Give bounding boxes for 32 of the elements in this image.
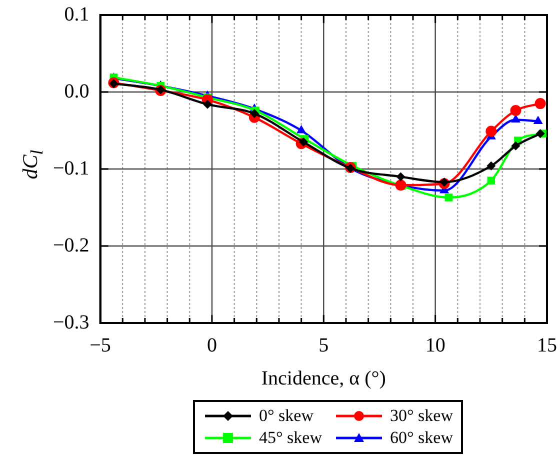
x-tick-label: 0 bbox=[206, 334, 217, 356]
point bbox=[299, 138, 308, 147]
point bbox=[487, 176, 496, 184]
x-tick-label: −5 bbox=[90, 334, 111, 356]
point bbox=[440, 178, 449, 187]
point bbox=[536, 129, 545, 138]
legend-label: 30° skew bbox=[390, 406, 453, 426]
point bbox=[250, 109, 259, 118]
legend-label: 45° skew bbox=[259, 428, 322, 448]
point bbox=[395, 180, 406, 191]
x-tick-label: 15 bbox=[537, 334, 557, 356]
point bbox=[296, 125, 306, 134]
y-tick-label: 0.1 bbox=[64, 3, 90, 26]
y-tick-label: −0.2 bbox=[53, 234, 90, 256]
point bbox=[486, 126, 497, 137]
y-tick-label: 0.0 bbox=[64, 80, 90, 102]
point bbox=[533, 116, 543, 124]
legend-label: 60° skew bbox=[390, 428, 453, 448]
x-tick-label: 10 bbox=[425, 334, 446, 356]
point bbox=[396, 172, 406, 182]
point bbox=[486, 161, 496, 170]
y-tick-label: −0.3 bbox=[53, 311, 90, 334]
y-tick-label: −0.1 bbox=[53, 157, 90, 180]
point bbox=[510, 114, 520, 122]
point bbox=[444, 194, 453, 202]
x-axis-title: Incidence, α (°) bbox=[261, 367, 386, 390]
legend-label: 0° skew bbox=[259, 406, 314, 426]
point bbox=[511, 141, 520, 150]
point bbox=[534, 98, 546, 110]
point bbox=[202, 100, 212, 109]
x-tick-label: 5 bbox=[318, 334, 329, 356]
point bbox=[510, 104, 522, 116]
